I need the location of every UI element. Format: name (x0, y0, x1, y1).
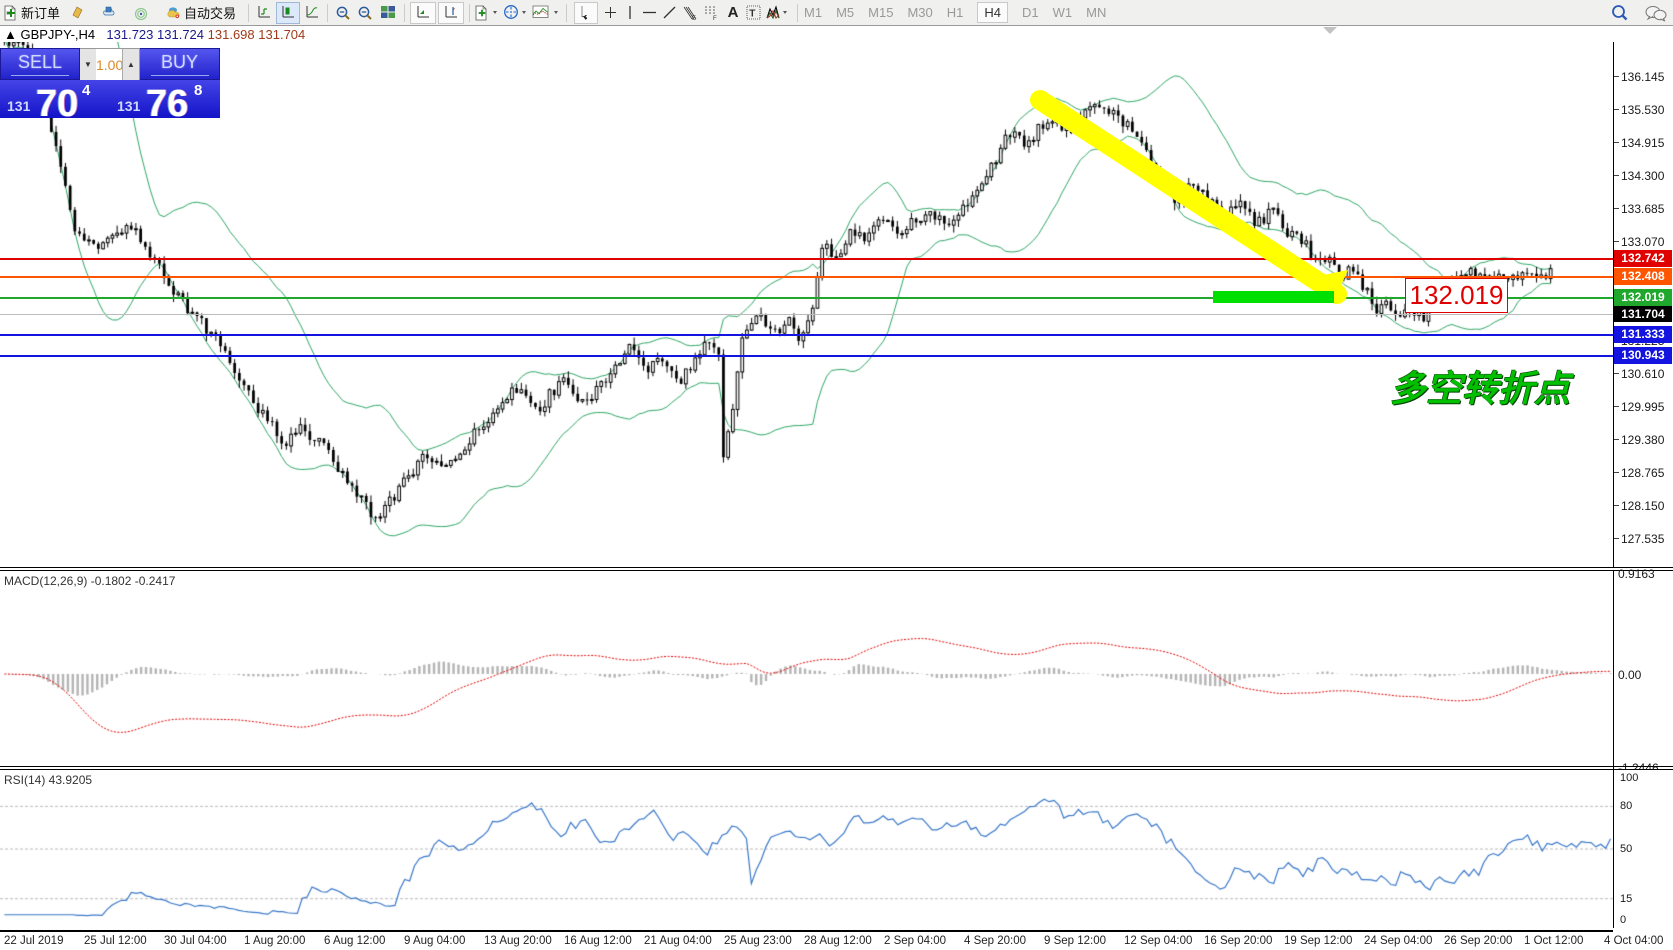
svg-text:T: T (749, 9, 755, 20)
svg-text:F: F (713, 16, 717, 21)
svg-text:E: E (692, 16, 696, 21)
